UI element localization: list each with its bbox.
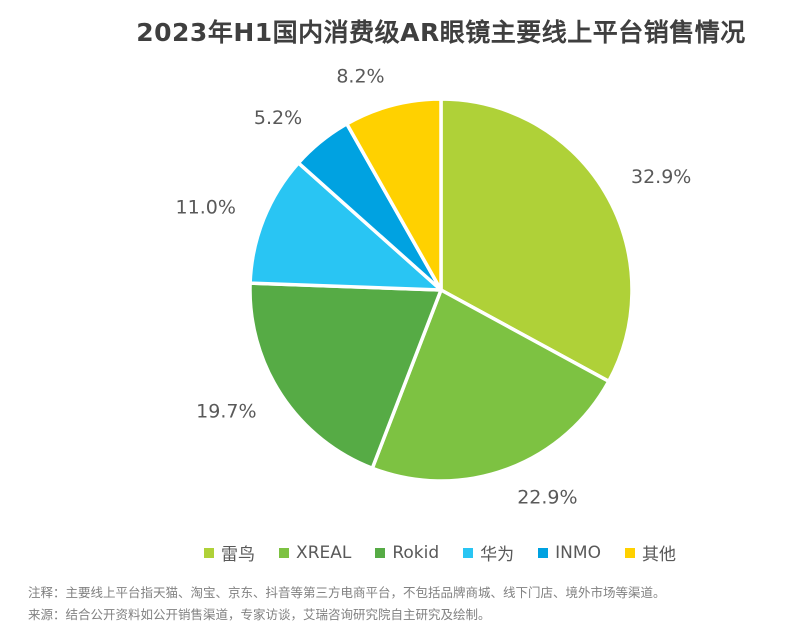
footnote-note: 注释：主要线上平台指天猫、淘宝、京东、抖音等第三方电商平台，不包括品牌商城、线下… (28, 585, 666, 600)
footnotes: 注释：主要线上平台指天猫、淘宝、京东、抖音等第三方电商平台，不包括品牌商城、线下… (28, 582, 666, 626)
legend-item: 华为 (463, 540, 514, 565)
legend-item: Rokid (375, 543, 439, 563)
legend-item: XREAL (279, 543, 351, 563)
legend: 雷鸟 XREAL Rokid 华为 INMO 其他 (0, 540, 800, 565)
pie-slice (370, 288, 611, 483)
pie-slice-label: 5.2% (254, 107, 302, 129)
pie-slice-label: 22.9% (517, 486, 577, 508)
pie-slice (439, 97, 634, 384)
pie-slice (345, 97, 443, 292)
legend-item: INMO (538, 543, 601, 563)
legend-swatch (463, 547, 474, 558)
legend-swatch (624, 547, 635, 558)
footnote-source: 来源：结合公开资料如公开销售渠道，专家访谈，艾瑞咨询研究院自主研究及绘制。 (28, 607, 491, 622)
legend-swatch (375, 547, 386, 558)
chart-title: 2023年H1国内消费级AR眼镜主要线上平台销售情况 (136, 18, 746, 47)
legend-label: XREAL (296, 542, 352, 563)
legend-label: 雷鸟 (221, 545, 256, 565)
legend-item: 雷鸟 (204, 540, 255, 565)
legend-label: 华为 (480, 545, 515, 565)
legend-label: 其他 (641, 545, 676, 565)
pie-slice-label: 11.0% (176, 197, 236, 219)
legend-swatch (538, 547, 549, 558)
pie-slice-label: 32.9% (631, 166, 691, 188)
pie-slice (248, 161, 443, 292)
legend-swatch (279, 547, 290, 558)
legend-label: INMO (555, 542, 601, 563)
pie-slice (248, 281, 443, 470)
pie-slice-label: 8.2% (336, 65, 384, 87)
legend-label: Rokid (392, 542, 440, 563)
legend-swatch (204, 547, 215, 558)
legend-item: 其他 (624, 540, 676, 565)
pie-slice-label: 19.7% (196, 401, 256, 423)
